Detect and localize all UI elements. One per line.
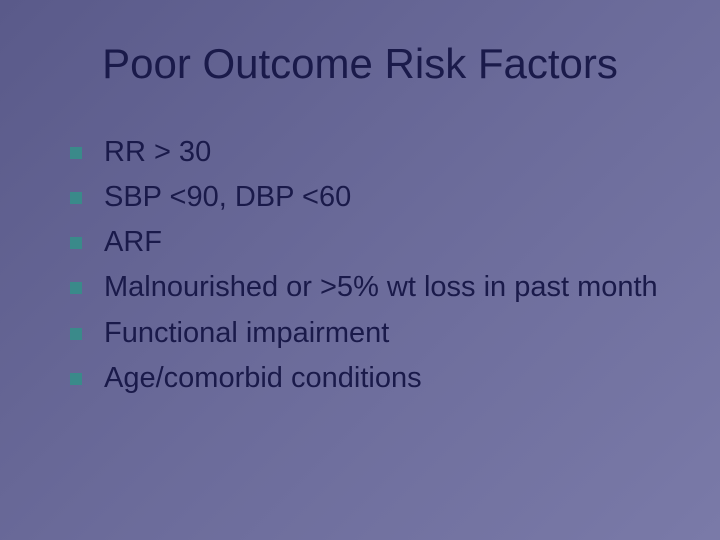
bullet-marker-icon [70, 237, 82, 249]
bullet-text: Malnourished or >5% wt loss in past mont… [104, 268, 670, 307]
bullet-marker-icon [70, 328, 82, 340]
list-item: RR > 30 [70, 133, 670, 172]
list-item: ARF [70, 223, 670, 262]
list-item: SBP <90, DBP <60 [70, 178, 670, 217]
bullet-list: RR > 30 SBP <90, DBP <60 ARF Malnourishe… [50, 133, 670, 398]
bullet-marker-icon [70, 373, 82, 385]
bullet-marker-icon [70, 192, 82, 204]
list-item: Functional impairment [70, 314, 670, 353]
bullet-marker-icon [70, 282, 82, 294]
slide-title: Poor Outcome Risk Factors [50, 40, 670, 88]
list-item: Malnourished or >5% wt loss in past mont… [70, 268, 670, 307]
bullet-text: ARF [104, 223, 670, 262]
slide-container: Poor Outcome Risk Factors RR > 30 SBP <9… [0, 0, 720, 540]
bullet-text: SBP <90, DBP <60 [104, 178, 670, 217]
list-item: Age/comorbid conditions [70, 359, 670, 398]
bullet-text: RR > 30 [104, 133, 670, 172]
bullet-text: Functional impairment [104, 314, 670, 353]
bullet-text: Age/comorbid conditions [104, 359, 670, 398]
bullet-marker-icon [70, 147, 82, 159]
